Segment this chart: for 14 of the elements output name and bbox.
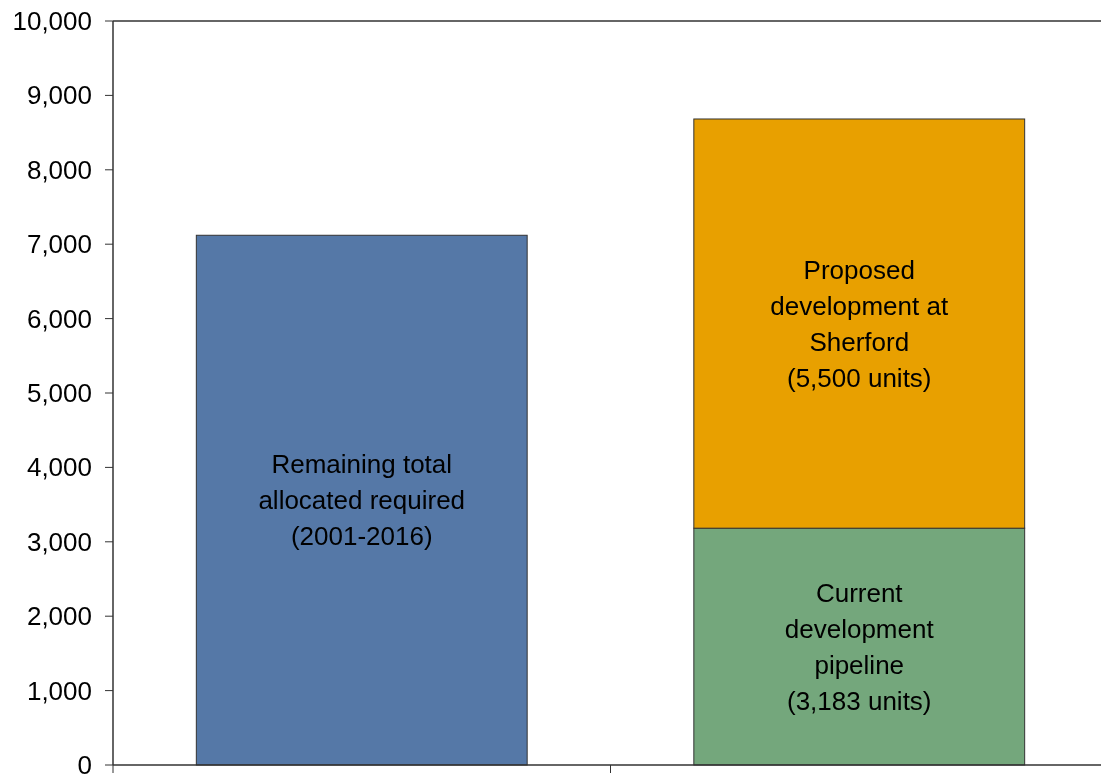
y-tick-label: 9,000	[26, 80, 92, 111]
series-label: Remaining total allocated required (2001-2016)	[258, 449, 466, 552]
y-tick-label: 1,000	[26, 675, 92, 706]
y-tick-label: 5,000	[26, 378, 92, 408]
y-tick-label: 0	[77, 750, 92, 777]
y-tick-label: 4,000	[26, 452, 92, 483]
y-tick-label: 6,000	[26, 303, 92, 334]
y-tick-label: 2,000	[26, 601, 92, 632]
y-tick-label: 3,000	[26, 526, 92, 557]
series-label: Proposed development at Sherford (5,500 units)	[770, 254, 949, 393]
series-label: Current development pipeline (3,183 units)	[784, 577, 935, 716]
y-tick-label: 7,000	[26, 229, 92, 260]
y-tick-label: 10,000	[12, 6, 92, 36]
y-tick-label: 8,000	[26, 154, 92, 185]
